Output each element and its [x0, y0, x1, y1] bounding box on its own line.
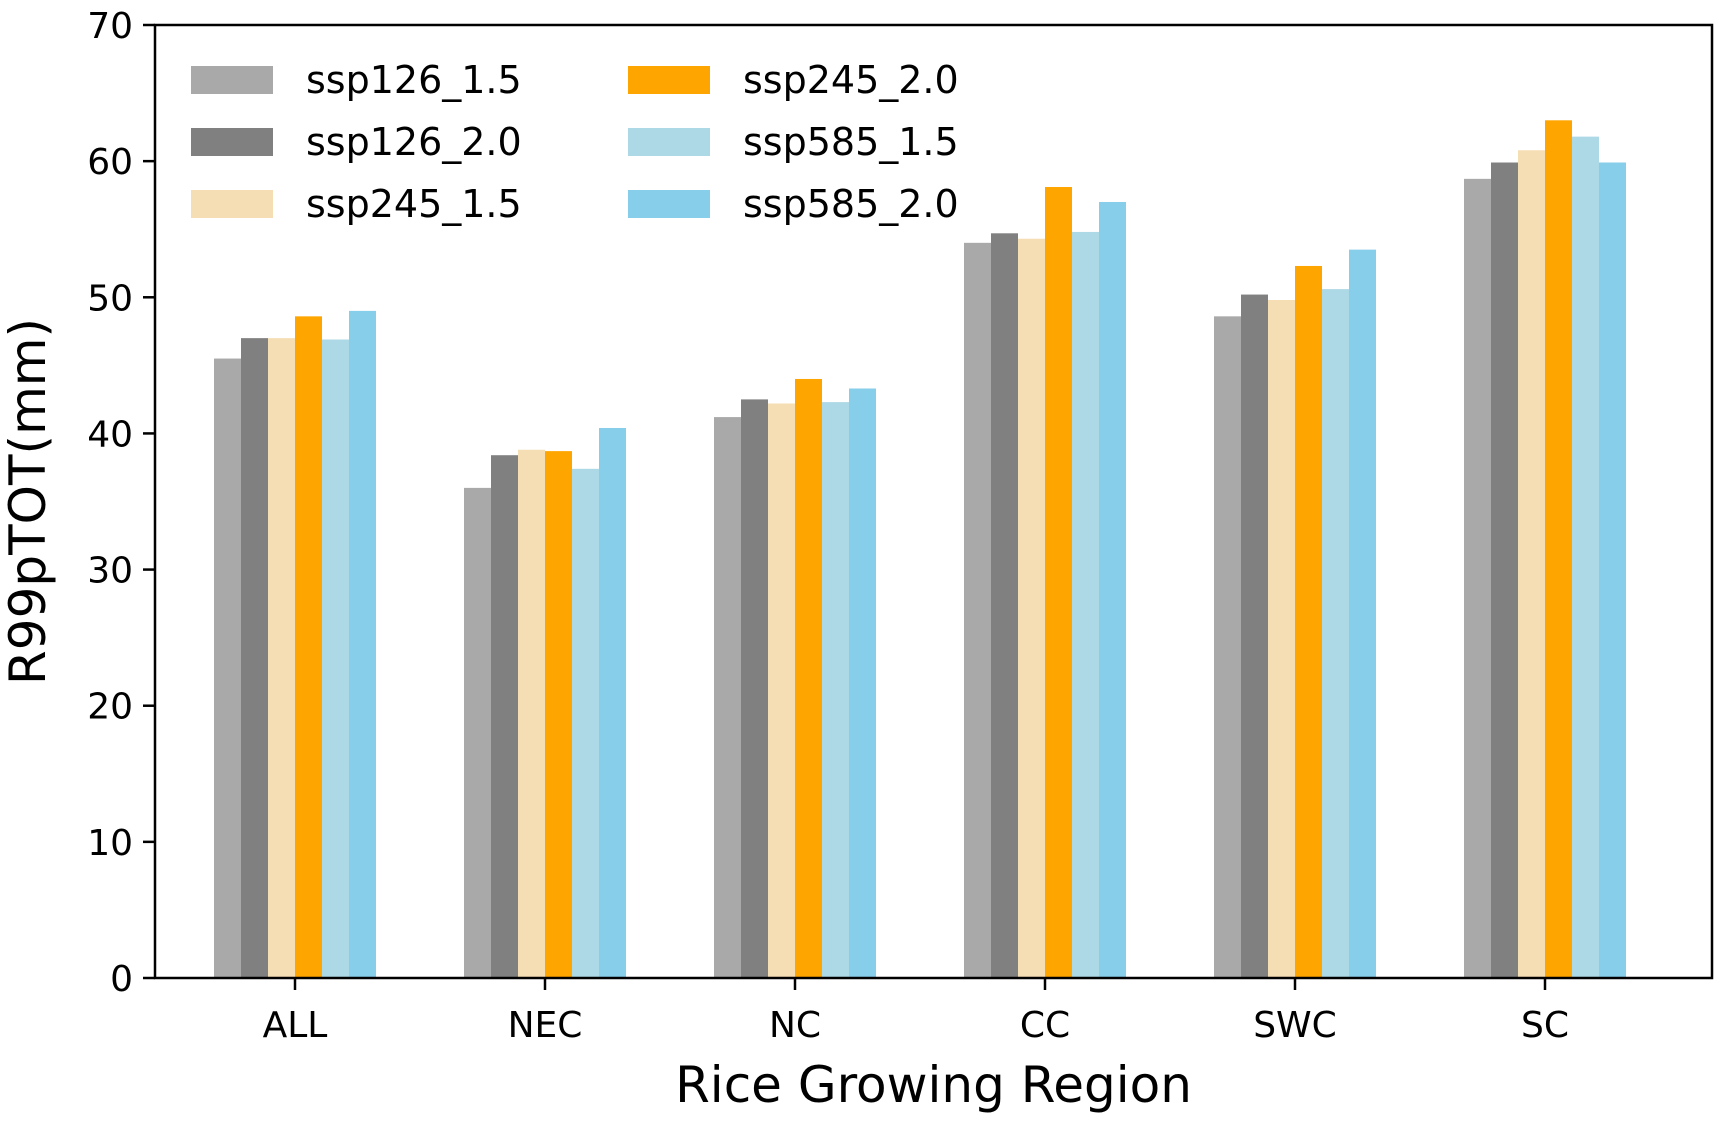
- y-tick-label: 20: [87, 687, 133, 728]
- y-tick-label: 50: [87, 278, 133, 319]
- bar-cc-ssp245-2-0: [1045, 187, 1072, 978]
- bar-nc-ssp585-1-5: [822, 402, 849, 978]
- legend-label: ssp585_2.0: [743, 182, 959, 226]
- bar-cc-ssp245-1-5: [1018, 238, 1045, 979]
- bar-all-ssp585-2-0: [349, 310, 376, 978]
- bar-swc-ssp585-1-5: [1322, 289, 1349, 978]
- y-axis-title: R99pTOT(mm): [0, 318, 57, 685]
- plot-frame: [153, 23, 1714, 980]
- bar-sc-ssp245-2-0: [1545, 120, 1572, 979]
- bar-nc-ssp126-2-0: [741, 399, 768, 979]
- x-tick-label-swc: SWC: [1253, 1005, 1337, 1046]
- x-tick-label-sc: SC: [1521, 1005, 1569, 1046]
- legend-item: ssp245_1.5: [191, 182, 522, 226]
- legend-swatch: [191, 66, 273, 94]
- bar-swc-ssp245-1-5: [1268, 300, 1295, 979]
- legend: ssp126_1.5 ssp126_2.0 ssp245_1.5 ssp245_2.0…: [191, 58, 959, 226]
- y-axis-ticks: 0 10 20 30 40 50 60 70: [87, 6, 155, 1000]
- bar-nec-ssp126-1-5: [464, 487, 491, 978]
- bars-group: [214, 120, 1626, 979]
- y-tick-label: 40: [87, 414, 133, 455]
- legend-item: ssp585_1.5: [628, 120, 959, 164]
- bar-nec-ssp245-1-5: [518, 449, 545, 978]
- x-tick-label-all: ALL: [263, 1005, 328, 1046]
- legend-label: ssp585_1.5: [743, 120, 959, 164]
- y-tick-label: 60: [87, 142, 133, 183]
- bar-cc-ssp585-2-0: [1099, 201, 1126, 978]
- bar-nec-ssp585-2-0: [599, 427, 626, 978]
- bar-all-ssp585-1-5: [322, 339, 349, 978]
- y-tick-label: 30: [87, 551, 133, 592]
- x-tick-label-cc: CC: [1020, 1005, 1070, 1046]
- legend-item: ssp245_2.0: [628, 58, 959, 102]
- x-tick-label-nc: NC: [769, 1005, 821, 1046]
- y-tick-label: 70: [87, 6, 133, 47]
- legend-swatch: [628, 66, 710, 94]
- legend-item: ssp126_2.0: [191, 120, 522, 164]
- bar-cc-ssp585-1-5: [1072, 231, 1099, 979]
- bar-nec-ssp585-1-5: [572, 468, 599, 978]
- bar-all-ssp126-2-0: [241, 338, 268, 979]
- bar-swc-ssp126-1-5: [1214, 316, 1241, 978]
- bar-swc-ssp585-2-0: [1349, 249, 1376, 978]
- legend-swatch: [628, 190, 710, 218]
- legend-swatch: [191, 128, 273, 156]
- legend-swatch: [191, 190, 273, 218]
- bar-all-ssp245-1-5: [268, 338, 295, 979]
- bar-all-ssp126-1-5: [214, 358, 241, 978]
- bar-all-ssp245-2-0: [295, 316, 322, 978]
- y-tick-label: 10: [87, 823, 133, 864]
- legend-item: ssp585_2.0: [628, 182, 959, 226]
- legend-label: ssp126_1.5: [306, 58, 522, 102]
- bar-nc-ssp585-2-0: [849, 388, 876, 978]
- legend-item: ssp126_1.5: [191, 58, 522, 102]
- bar-nec-ssp245-2-0: [545, 451, 572, 978]
- x-axis-title: Rice Growing Region: [675, 1056, 1192, 1114]
- x-tick-label-nec: NEC: [508, 1005, 583, 1046]
- bar-swc-ssp245-2-0: [1295, 265, 1322, 978]
- bar-nec-ssp126-2-0: [491, 455, 518, 978]
- bar-nc-ssp126-1-5: [714, 417, 741, 978]
- legend-label: ssp245_2.0: [743, 58, 959, 102]
- legend-label: ssp245_1.5: [306, 182, 522, 226]
- bar-sc-ssp126-2-0: [1491, 162, 1518, 979]
- bar-cc-ssp126-1-5: [964, 242, 991, 979]
- bar-nc-ssp245-2-0: [795, 378, 822, 978]
- legend-swatch: [628, 128, 710, 156]
- bar-swc-ssp126-2-0: [1241, 294, 1268, 978]
- bar-nc-ssp245-1-5: [768, 403, 795, 978]
- y-tick-label: 0: [110, 959, 133, 1000]
- bar-sc-ssp245-1-5: [1518, 150, 1545, 978]
- bar-sc-ssp126-1-5: [1464, 178, 1491, 978]
- legend-label: ssp126_2.0: [306, 120, 522, 164]
- bar-sc-ssp585-1-5: [1572, 136, 1599, 978]
- bar-sc-ssp585-2-0: [1599, 162, 1626, 979]
- x-axis-ticks: ALL NEC NC CC SWC SC: [263, 978, 1569, 1046]
- bar-cc-ssp126-2-0: [991, 233, 1018, 978]
